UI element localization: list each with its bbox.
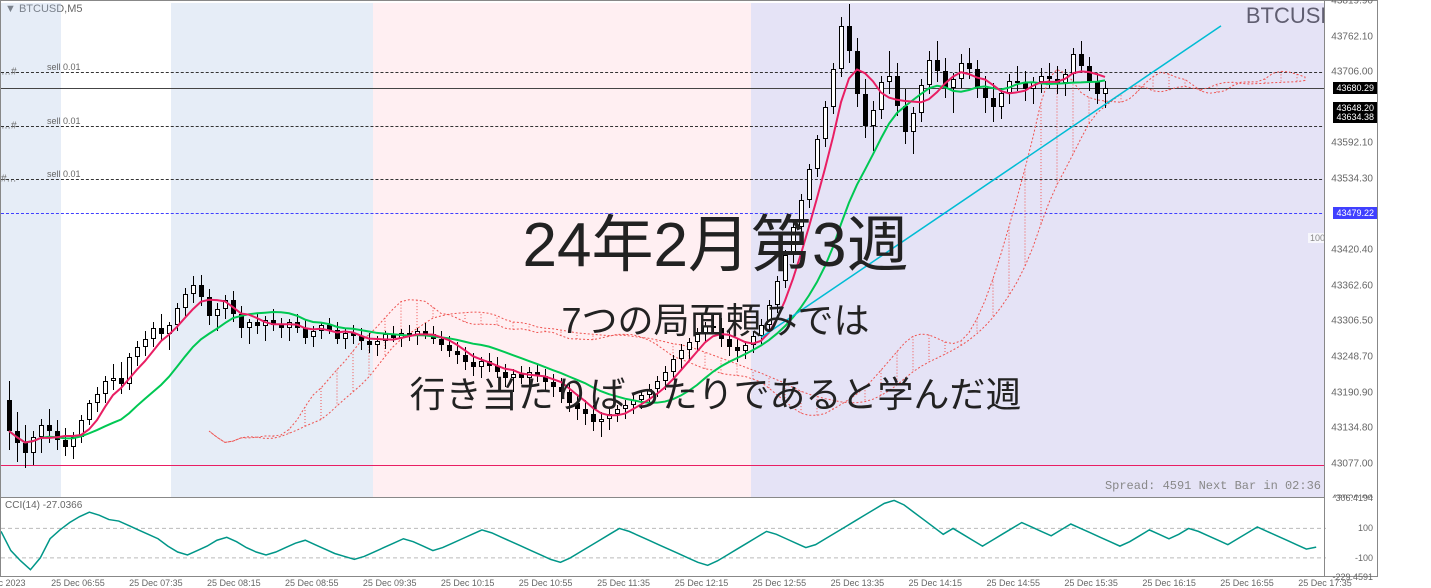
overlay-title-line3: 行き当たりばったりであると学んだ週 bbox=[410, 366, 1022, 418]
overlay-title-line1: 24年2月第3週 bbox=[523, 194, 909, 284]
spread-countdown-text: Spread: 4591 Next Bar in 02:36 bbox=[1105, 479, 1321, 493]
cci-indicator-panel[interactable]: CCI(14) -27.0366 306.4194100-100-229.459… bbox=[0, 498, 1378, 577]
cci-line bbox=[1, 498, 1326, 577]
price-y-axis: 43819.9043762.1043706.0043592.1043534.30… bbox=[1324, 1, 1377, 499]
overlay-title-line2: 7つの局面頼みでは bbox=[561, 292, 869, 344]
cci-y-axis: 306.4194100-100-229.4591 bbox=[1324, 498, 1377, 577]
